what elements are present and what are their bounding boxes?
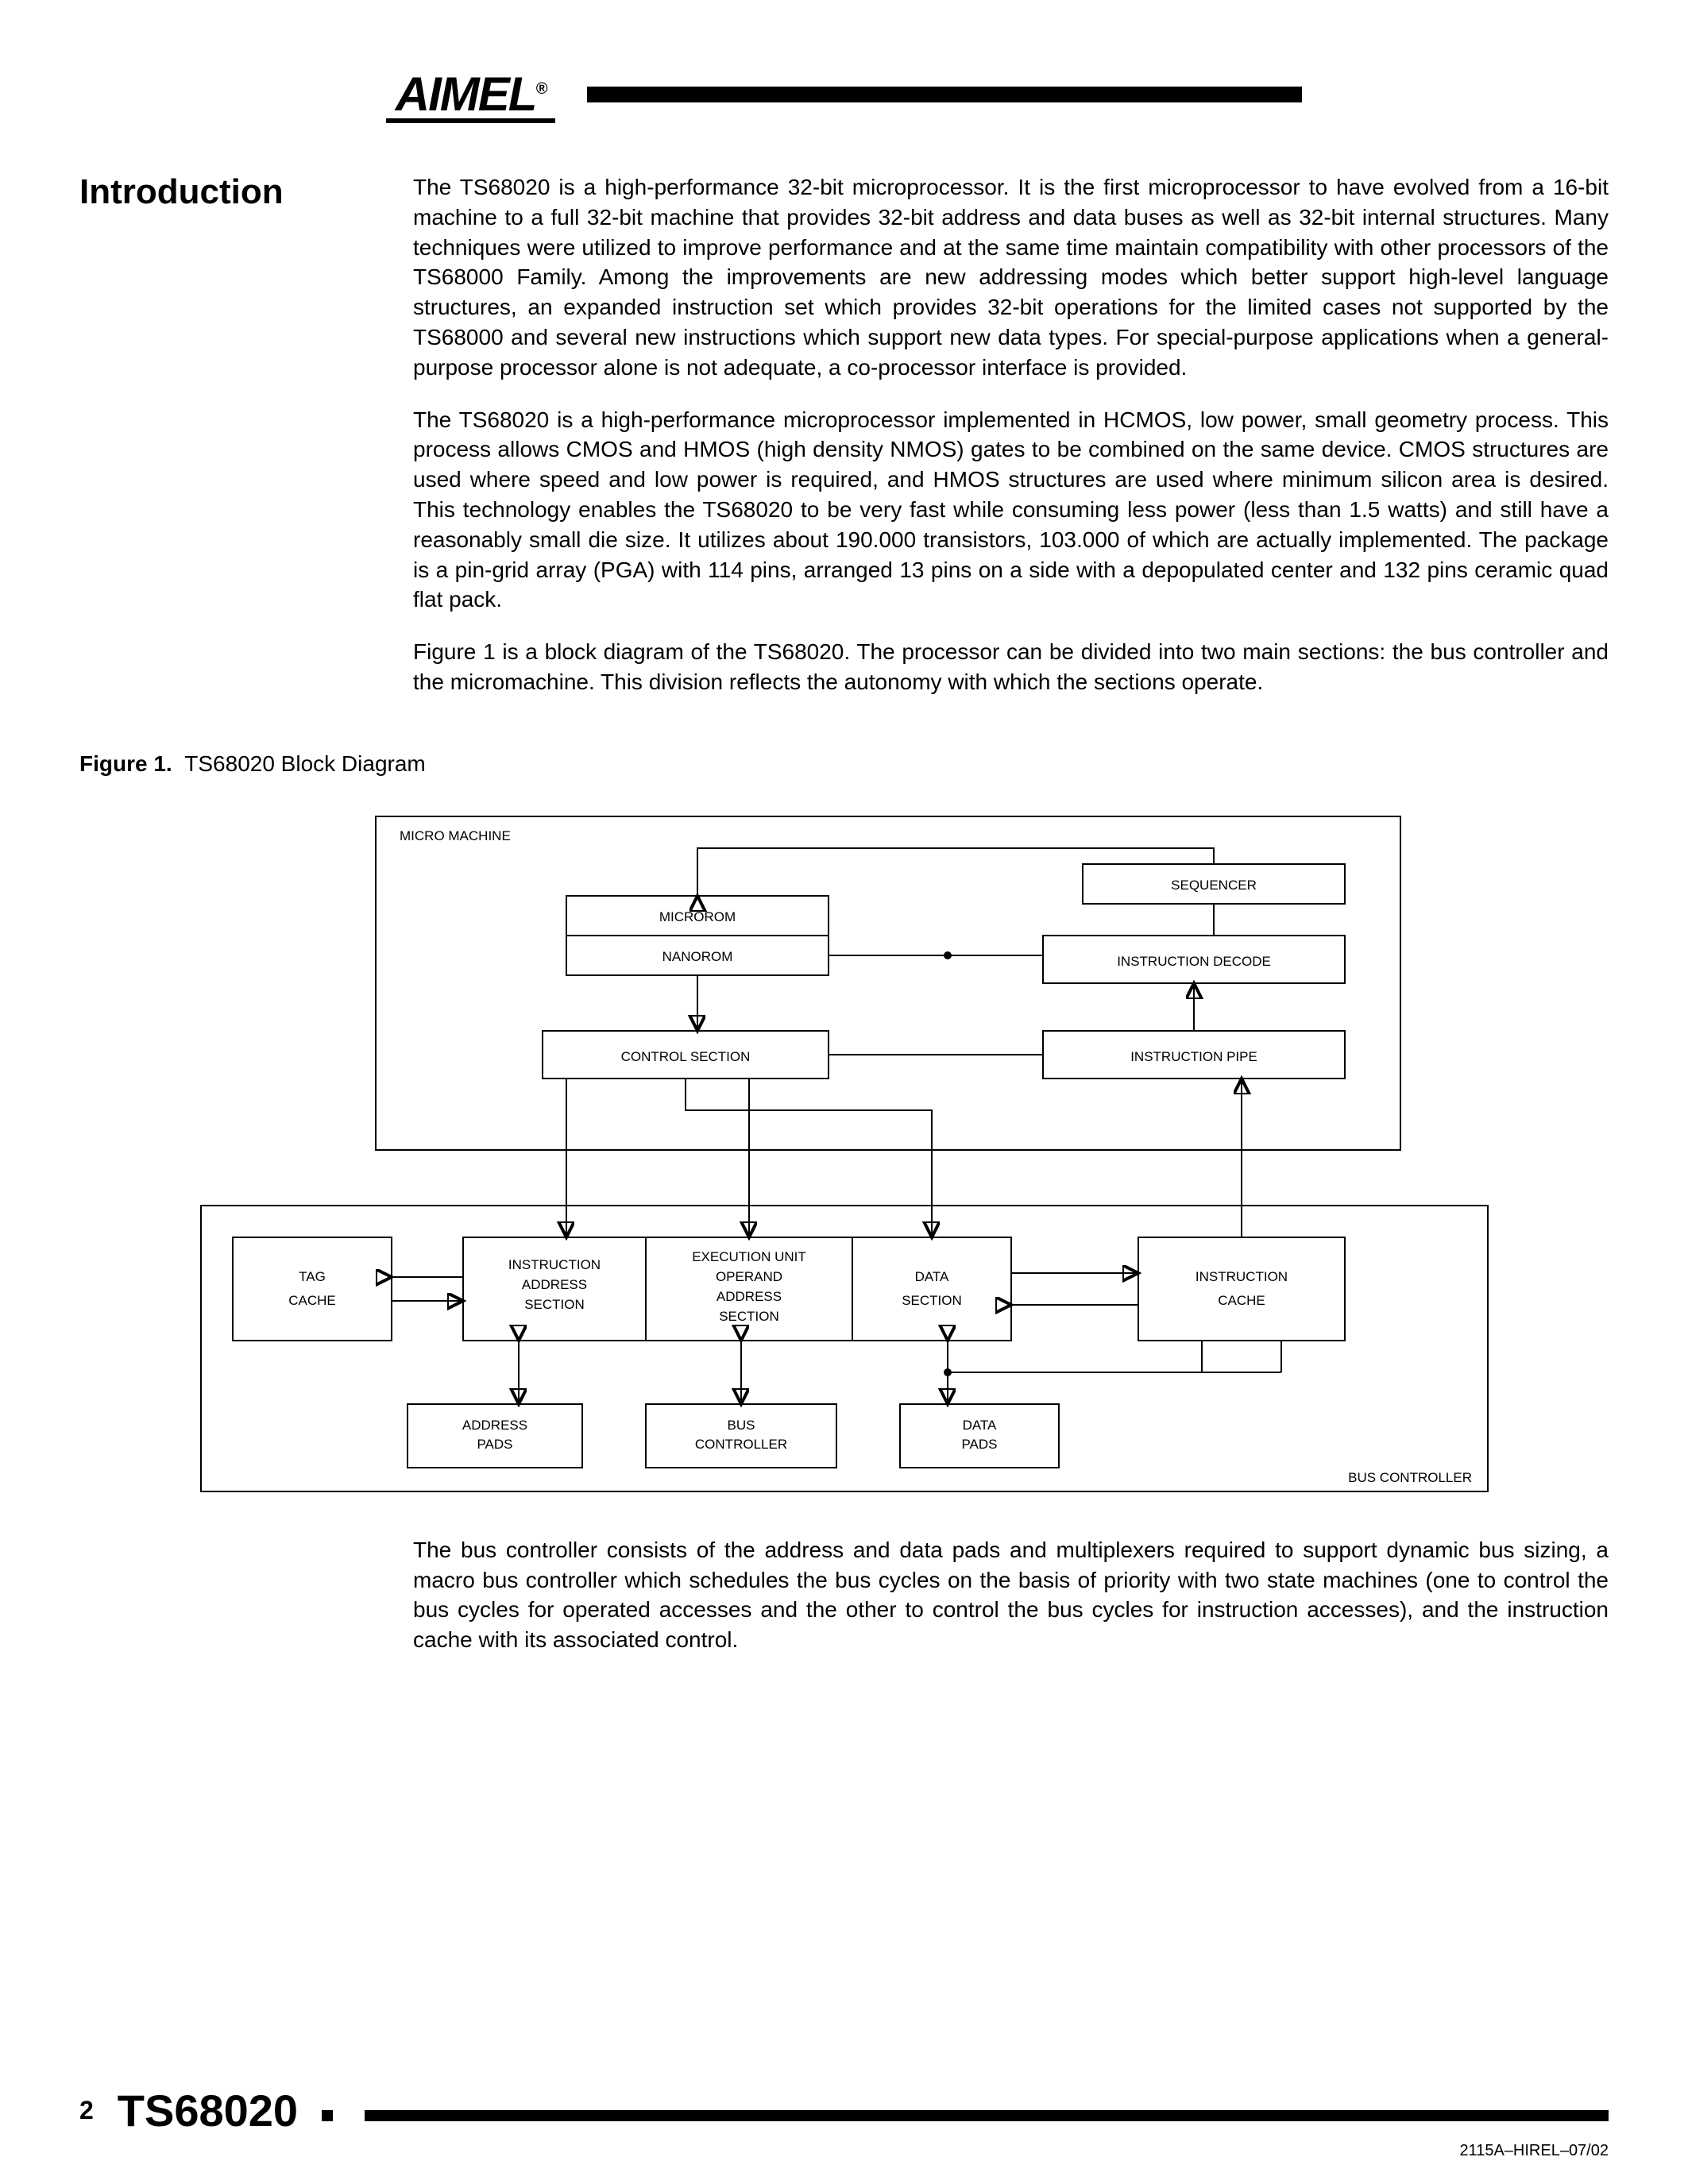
figure-label: Figure 1. <box>79 751 172 776</box>
tag-cache-l2: CACHE <box>288 1293 336 1308</box>
dp-l1: DATA <box>962 1418 996 1433</box>
ic-l1: INSTRUCTION <box>1195 1269 1287 1284</box>
euoas-l3: ADDRESS <box>716 1289 781 1304</box>
ias-l1: INSTRUCTION <box>508 1257 600 1272</box>
control-section-label: CONTROL SECTION <box>620 1049 750 1064</box>
nanorom-label: NANOROM <box>662 949 732 964</box>
intro-paragraph-2: The TS68020 is a high-performance microp… <box>413 405 1609 615</box>
intro-paragraph-4: The bus controller consists of the addre… <box>413 1535 1609 1655</box>
sequencer-label: SEQUENCER <box>1171 878 1257 893</box>
footer-rule <box>365 2110 1609 2121</box>
logo-registered: ® <box>535 80 546 98</box>
page-number: 2 <box>79 2096 94 2125</box>
microrom-label: MICROROM <box>659 909 735 924</box>
page-footer: 2 TS68020 2115A–HIREL–07/02 <box>79 2085 1609 2136</box>
logo-text: AIMEL <box>396 68 536 121</box>
dp-l2: PADS <box>961 1437 997 1452</box>
bc-l1: BUS <box>727 1418 755 1433</box>
footer-square-icon <box>322 2110 333 2121</box>
instruction-pipe-label: INSTRUCTION PIPE <box>1130 1049 1257 1064</box>
ias-l2: ADDRESS <box>521 1277 586 1292</box>
footer-docref: 2115A–HIREL–07/02 <box>1459 2142 1609 2160</box>
intro-paragraph-3: Figure 1 is a block diagram of the TS680… <box>413 637 1609 697</box>
block-diagram: BUS CONTROLLER MICRO MACHINE SEQUENCER M… <box>169 793 1520 1511</box>
footer-row: 2 TS68020 <box>79 2085 1609 2136</box>
ap-l1: ADDRESS <box>462 1418 527 1433</box>
ic-l2: CACHE <box>1218 1293 1265 1308</box>
header-rule <box>587 87 1302 102</box>
right-column-2: The bus controller consists of the addre… <box>413 1535 1609 1677</box>
ias-l3: SECTION <box>524 1297 585 1312</box>
micro-machine-label: MICRO MACHINE <box>400 828 511 843</box>
euoas-l2: OPERAND <box>715 1269 782 1284</box>
atmel-logo: AIMEL® <box>386 64 555 125</box>
tag-cache-box <box>233 1237 392 1341</box>
post-figure-row: The bus controller consists of the addre… <box>79 1535 1609 1677</box>
content-columns: Introduction The TS68020 is a high-perfo… <box>79 172 1609 720</box>
bc-l2: CONTROLLER <box>694 1437 786 1452</box>
ds-l2: SECTION <box>902 1293 962 1308</box>
intro-paragraph-1: The TS68020 is a high-performance 32-bit… <box>413 172 1609 383</box>
left-column-2 <box>79 1535 365 1677</box>
euoas-l4: SECTION <box>719 1309 779 1324</box>
figure-title: TS68020 Block Diagram <box>184 751 425 776</box>
address-pads-box <box>408 1404 582 1468</box>
data-section-box <box>852 1237 1011 1341</box>
ap-l2: PADS <box>477 1437 512 1452</box>
data-pads-box <box>900 1404 1059 1468</box>
section-heading: Introduction <box>79 172 365 212</box>
instruction-decode-label: INSTRUCTION DECODE <box>1117 954 1271 969</box>
page-header: AIMEL® <box>79 64 1609 125</box>
bus-ctrl-block-box <box>646 1404 836 1468</box>
left-column: Introduction <box>79 172 365 720</box>
instr-cache-box <box>1138 1237 1345 1341</box>
figure-caption: Figure 1. TS68020 Block Diagram <box>79 751 1609 777</box>
ds-l1: DATA <box>914 1269 948 1284</box>
tag-cache-l1: TAG <box>299 1269 326 1284</box>
doc-title: TS68020 <box>118 2085 298 2136</box>
bus-controller-label: BUS CONTROLLER <box>1348 1470 1472 1485</box>
right-column: The TS68020 is a high-performance 32-bit… <box>413 172 1609 720</box>
logo-underline <box>386 118 555 123</box>
euoas-l1: EXECUTION UNIT <box>692 1249 806 1264</box>
